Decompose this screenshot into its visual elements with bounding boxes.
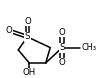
Text: O: O [6, 26, 13, 35]
Text: O: O [24, 17, 31, 26]
Text: O: O [59, 28, 65, 37]
Text: S: S [25, 32, 30, 41]
Text: OH: OH [23, 68, 36, 77]
Text: O: O [59, 58, 65, 67]
Text: S: S [59, 43, 65, 52]
Text: CH₃: CH₃ [81, 43, 96, 52]
